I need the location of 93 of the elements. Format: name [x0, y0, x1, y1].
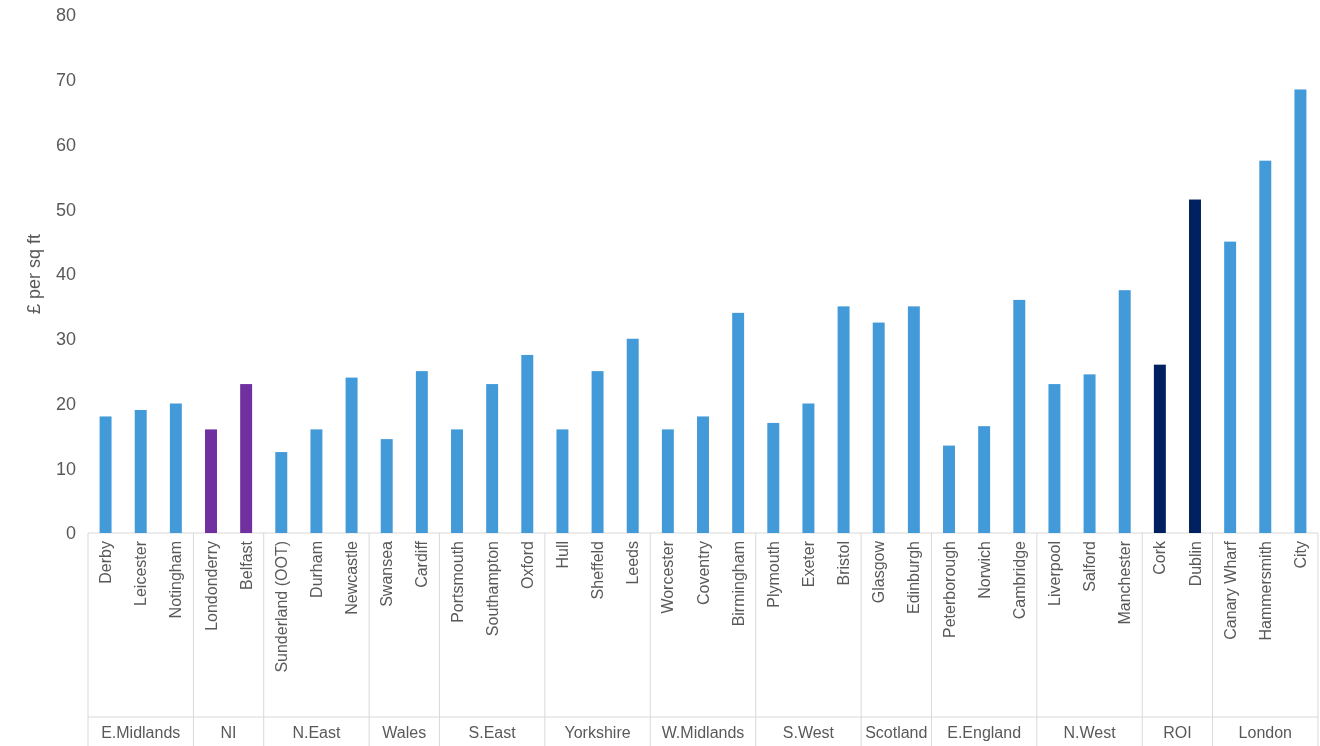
bar	[521, 354, 534, 533]
bar	[1224, 241, 1237, 533]
bar	[451, 429, 463, 533]
text: Yorkshire	[564, 724, 631, 741]
x-tick-label: Coventry	[694, 541, 712, 606]
bar	[1259, 160, 1272, 533]
x-tick-label: Birmingham	[729, 541, 747, 627]
text: E.Midlands	[101, 724, 181, 741]
x-tick-label: Cambridge	[1010, 540, 1028, 620]
x-tick-label: Sunderland (OOT)	[272, 541, 290, 673]
x-tick-label: Londonderry	[202, 541, 220, 631]
y-tick-label: 20	[55, 393, 76, 414]
bar	[943, 445, 955, 533]
bar	[697, 416, 709, 533]
x-tick-label: Hull	[554, 541, 572, 569]
text: S.West	[782, 724, 835, 741]
bar	[732, 312, 745, 533]
bar	[240, 384, 253, 533]
x-tick-label: Canary Wharf	[1221, 540, 1239, 640]
x-tick-label: Manchester	[1116, 540, 1134, 625]
y-tick-label: 30	[55, 329, 76, 350]
bar	[1013, 299, 1026, 533]
x-tick-label: Peterborough	[940, 541, 958, 638]
bar	[767, 422, 780, 533]
bar	[1294, 89, 1307, 533]
bar	[978, 426, 991, 533]
bar	[626, 338, 639, 533]
bar	[1189, 199, 1201, 533]
bar	[134, 409, 147, 533]
bar	[1118, 290, 1131, 533]
y-tick-label: 10	[55, 458, 76, 479]
y-tick-label: 80	[55, 5, 76, 26]
x-tick-label: Leeds	[624, 541, 642, 585]
x-tick-label: Oxford	[518, 541, 536, 590]
x-tick-label: Derby	[97, 541, 115, 584]
bar	[1048, 384, 1061, 533]
text: N.East	[292, 724, 341, 741]
text: E.England	[947, 724, 1022, 741]
bar	[380, 439, 393, 533]
x-tick-label: Belfast	[237, 540, 255, 590]
x-tick-label: Newcastle	[343, 540, 361, 615]
x-tick-label: Cardiff	[413, 540, 431, 588]
x-tick-label: Bristol	[835, 541, 853, 586]
text: NI	[220, 724, 237, 741]
bar	[1083, 374, 1096, 533]
text: S.East	[468, 724, 517, 741]
text: W.Midlands	[661, 724, 745, 741]
bar	[907, 306, 920, 533]
bar	[837, 306, 850, 533]
bar	[99, 416, 112, 533]
x-tick-label: Plymouth	[764, 541, 782, 608]
text: Wales	[382, 724, 427, 741]
bar	[486, 384, 499, 533]
x-tick-label: Sheffeld	[589, 541, 607, 600]
x-tick-label: Hammersmith	[1256, 541, 1274, 641]
text: N.West	[1063, 724, 1117, 741]
y-tick-label: 40	[55, 264, 76, 285]
x-tick-label: Dublin	[1186, 541, 1204, 587]
y-tick-label: 60	[55, 134, 76, 155]
x-tick-label: Leicester	[132, 540, 150, 606]
x-tick-label: Notingham	[167, 541, 185, 619]
bar	[1153, 364, 1166, 533]
text: ROI	[1163, 724, 1192, 741]
bar	[872, 322, 885, 533]
x-tick-label: Edinburgh	[905, 541, 923, 614]
bar	[345, 377, 358, 533]
x-tick-label: Salford	[1081, 541, 1099, 592]
bar	[275, 452, 288, 533]
bar	[802, 403, 815, 533]
x-tick-label: City	[1292, 541, 1310, 569]
bar	[556, 429, 569, 533]
x-tick-label: Portsmouth	[448, 541, 466, 623]
y-tick-label: 50	[55, 199, 76, 220]
y-tick-label: 0	[65, 523, 76, 544]
bar	[415, 371, 428, 533]
x-tick-label: Glasgow	[870, 540, 888, 604]
x-tick-label: Liverpool	[1046, 541, 1064, 606]
bar	[310, 429, 323, 533]
bar	[169, 403, 182, 533]
bar	[205, 429, 217, 533]
x-tick-label: Cork	[1151, 540, 1169, 575]
text: Scotland	[865, 724, 928, 741]
x-tick-label: Southampton	[483, 541, 501, 637]
x-tick-label: Durham	[308, 541, 326, 598]
bar	[661, 429, 674, 533]
y-axis-title: £ per sq ft	[24, 233, 44, 315]
y-tick-label: 70	[55, 70, 76, 91]
x-tick-label: Swansea	[378, 540, 396, 607]
text: London	[1238, 724, 1292, 741]
bar	[591, 371, 604, 533]
x-tick-label: Worcester	[659, 540, 677, 614]
x-tick-label: Exeter	[800, 540, 818, 588]
x-tick-label: Norwich	[975, 541, 993, 599]
